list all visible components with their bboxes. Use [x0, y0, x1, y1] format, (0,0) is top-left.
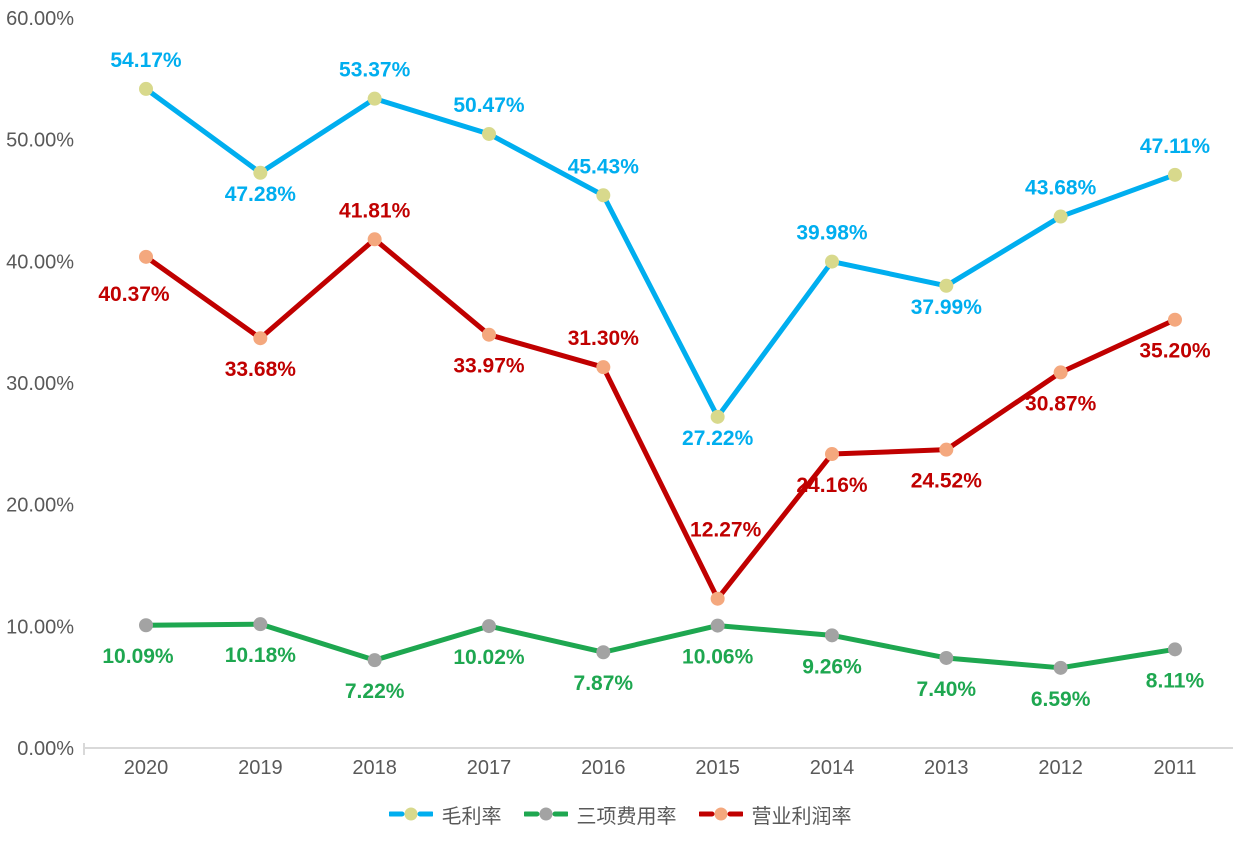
data-label: 9.26% — [802, 655, 862, 678]
y-tick-label: 40.00% — [6, 251, 74, 273]
data-point — [139, 249, 153, 264]
data-point — [1053, 209, 1068, 224]
data-point — [367, 232, 382, 247]
legend-marker-expense-ratio — [523, 807, 568, 821]
data-point — [824, 628, 839, 643]
data-label: 35.20% — [1139, 340, 1211, 363]
data-point — [1167, 312, 1182, 327]
data-point — [481, 619, 496, 634]
data-point — [596, 188, 611, 203]
data-label: 30.87% — [1025, 392, 1097, 415]
data-label: 47.28% — [225, 183, 297, 206]
y-tick-label: 0.00% — [17, 738, 74, 760]
data-point — [367, 91, 382, 106]
data-label: 8.11% — [1146, 669, 1205, 692]
data-point — [1167, 167, 1182, 182]
data-label: 10.02% — [453, 646, 525, 669]
x-tick-label: 2013 — [924, 757, 969, 779]
data-label: 53.37% — [339, 59, 411, 82]
x-tick-label: 2015 — [695, 757, 740, 779]
y-tick-label: 20.00% — [6, 495, 74, 517]
data-label: 27.22% — [682, 427, 754, 450]
data-label: 50.47% — [453, 94, 525, 117]
y-tick-label: 60.00% — [6, 8, 74, 30]
x-tick-label: 2018 — [352, 757, 397, 779]
data-label: 7.40% — [917, 678, 977, 701]
data-label: 39.98% — [796, 222, 868, 245]
x-tick-label: 2012 — [1038, 757, 1083, 779]
data-point — [367, 653, 382, 668]
y-tick-label: 30.00% — [6, 373, 74, 395]
data-label: 10.09% — [102, 645, 174, 668]
data-label: 37.99% — [911, 296, 983, 319]
legend-label-gross-margin: 毛利率 — [441, 805, 502, 828]
x-tick-label: 2019 — [238, 757, 283, 779]
series-line-0 — [143, 86, 1178, 420]
data-label: 33.68% — [225, 358, 297, 381]
data-label: 6.59% — [1031, 688, 1091, 711]
data-point — [253, 617, 268, 632]
chart-legend: 毛利率 三项费用率 营业利润率 — [0, 796, 1240, 832]
data-label: 12.27% — [690, 519, 762, 542]
x-tick-label: 2011 — [1153, 757, 1196, 779]
y-tick-label: 10.00% — [6, 616, 74, 638]
x-tick-label: 2017 — [467, 757, 512, 779]
x-tick-label: 2014 — [810, 757, 855, 779]
legend-marker-operating-margin — [698, 807, 743, 821]
legend-marker-gross-margin — [388, 807, 433, 821]
data-label: 10.06% — [682, 646, 754, 669]
data-label: 47.11% — [1140, 135, 1210, 158]
data-label: 43.68% — [1025, 177, 1097, 200]
data-point — [253, 165, 268, 180]
data-label: 41.81% — [339, 199, 411, 222]
legend-label-expense-ratio: 三项费用率 — [576, 805, 677, 828]
x-tick-label: 2016 — [581, 757, 626, 779]
data-point — [139, 618, 153, 633]
data-point — [481, 327, 496, 342]
y-tick-label: 50.00% — [6, 130, 74, 152]
data-point — [1167, 642, 1182, 657]
series-line-1 — [143, 621, 1178, 671]
data-point — [710, 409, 725, 424]
data-point — [481, 126, 496, 141]
data-label: 40.37% — [98, 283, 170, 306]
data-point — [824, 447, 839, 462]
legend-item-operating-margin: 营业利润率 — [698, 800, 852, 829]
data-point — [139, 81, 153, 96]
legend-label-operating-margin: 营业利润率 — [751, 805, 852, 828]
data-label: 7.22% — [345, 680, 405, 703]
data-point — [253, 331, 268, 346]
data-point — [824, 254, 839, 269]
data-label: 54.17% — [110, 49, 182, 72]
series-line-2 — [143, 236, 1178, 602]
data-label: 24.16% — [796, 474, 868, 497]
data-point — [1053, 365, 1068, 380]
data-label: 31.30% — [568, 327, 640, 350]
legend-item-expense-ratio: 三项费用率 — [523, 800, 677, 829]
x-tick-label: 2020 — [124, 757, 169, 779]
data-label: 7.87% — [574, 672, 634, 695]
data-point — [939, 442, 954, 457]
data-point — [939, 650, 954, 665]
data-point — [596, 645, 611, 660]
data-label: 33.97% — [453, 355, 525, 378]
data-point — [939, 278, 954, 293]
data-point — [596, 360, 611, 375]
data-point — [710, 591, 725, 606]
data-label: 45.43% — [568, 155, 640, 178]
data-point — [1053, 660, 1068, 675]
data-label: 10.18% — [225, 644, 297, 667]
data-point — [710, 618, 725, 633]
legend-item-gross-margin: 毛利率 — [388, 800, 502, 829]
data-label: 24.52% — [911, 470, 983, 493]
